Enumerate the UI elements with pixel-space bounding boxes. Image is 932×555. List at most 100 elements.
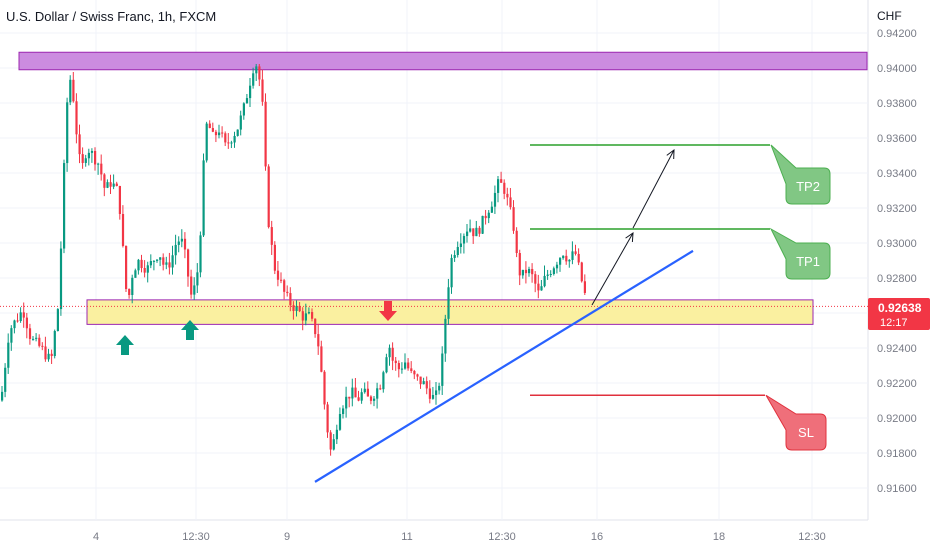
candle-down bbox=[531, 268, 534, 275]
zones bbox=[18, 51, 868, 325]
time-tick-label: 18 bbox=[713, 531, 725, 543]
candle-up bbox=[360, 392, 363, 401]
candle-down bbox=[211, 128, 214, 132]
candle-down bbox=[25, 317, 28, 329]
candle-up bbox=[252, 73, 255, 86]
sell-signal-arrow bbox=[379, 301, 397, 321]
candle-up bbox=[450, 257, 453, 288]
candle-down bbox=[314, 318, 317, 335]
candle-down bbox=[506, 193, 509, 198]
candle-up bbox=[435, 390, 438, 395]
price-axis[interactable]: 0.94200 0.94000 0.93800 0.93600 0.93400 0.932… bbox=[877, 28, 917, 495]
candle-down bbox=[94, 150, 97, 165]
candle-up bbox=[205, 123, 208, 161]
candle-down bbox=[348, 396, 351, 399]
sl-label: SL bbox=[798, 425, 814, 440]
candle-down bbox=[534, 274, 537, 284]
candle-down bbox=[574, 251, 577, 254]
candle-up bbox=[466, 231, 469, 237]
candle-down bbox=[323, 371, 326, 405]
price-tick-label: 0.93600 bbox=[877, 133, 917, 145]
currency-label: CHF bbox=[877, 9, 902, 23]
candle-down bbox=[292, 305, 295, 311]
candle-down bbox=[317, 334, 320, 347]
buy-signal-arrow bbox=[116, 335, 134, 355]
candle-up bbox=[543, 275, 546, 287]
candle-down bbox=[301, 311, 304, 321]
candle-down bbox=[565, 255, 568, 262]
candle-down bbox=[394, 360, 397, 364]
time-tick-label: 11 bbox=[401, 531, 412, 543]
candle-up bbox=[453, 255, 456, 258]
price-tick-label: 0.91600 bbox=[877, 483, 917, 495]
candle-down bbox=[208, 123, 211, 129]
candle-down bbox=[289, 293, 292, 306]
tp1-label: TP1 bbox=[796, 254, 820, 269]
price-tick-label: 0.91800 bbox=[877, 448, 917, 460]
candle-up bbox=[245, 98, 249, 104]
candle-down bbox=[72, 79, 75, 102]
candle-down bbox=[267, 166, 270, 228]
candle-down bbox=[326, 404, 329, 433]
candle-up bbox=[447, 287, 450, 319]
candle-up bbox=[559, 258, 562, 265]
candle-up bbox=[304, 313, 307, 321]
candle-up bbox=[373, 398, 376, 401]
candle-up bbox=[422, 381, 425, 385]
candle-up bbox=[528, 268, 531, 274]
candle-up bbox=[131, 277, 134, 295]
candles bbox=[1, 63, 586, 456]
candle-up bbox=[475, 227, 478, 237]
candle-up bbox=[4, 367, 7, 392]
candle-up bbox=[404, 362, 407, 369]
candle-down bbox=[397, 363, 400, 370]
price-tick-label: 0.92800 bbox=[877, 273, 917, 285]
candle-up bbox=[363, 388, 366, 393]
candle-up bbox=[84, 158, 87, 163]
candle-up bbox=[497, 179, 500, 193]
candle-up bbox=[87, 152, 90, 159]
candle-up bbox=[540, 286, 543, 291]
candle-up bbox=[441, 353, 444, 386]
candle-up bbox=[230, 142, 233, 144]
candle-up bbox=[137, 259, 140, 271]
candle-down bbox=[261, 79, 264, 102]
tp2-callout bbox=[770, 144, 831, 205]
candle-up bbox=[555, 264, 559, 269]
current-price-value: 0.92638 bbox=[878, 301, 922, 315]
candle-up bbox=[351, 387, 354, 399]
tp1-callout bbox=[769, 227, 831, 280]
candle-down bbox=[44, 346, 47, 360]
price-tick-label: 0.92000 bbox=[877, 413, 917, 425]
candle-up bbox=[233, 135, 236, 143]
candle-up bbox=[199, 235, 202, 273]
candle-down bbox=[583, 281, 586, 293]
candle-up bbox=[69, 79, 72, 103]
time-tick-label: 4 bbox=[93, 531, 99, 543]
time-tick-label: 12:30 bbox=[182, 531, 210, 543]
projection-arrow-1 bbox=[591, 232, 634, 306]
candle-down bbox=[187, 249, 190, 277]
symbol-title[interactable]: U.S. Dollar / Swiss Franc, 1h, FXCM bbox=[6, 9, 217, 24]
candle-down bbox=[329, 432, 332, 450]
candle-down bbox=[258, 66, 261, 80]
candle-up bbox=[171, 255, 174, 268]
buy-signal-arrow bbox=[181, 320, 199, 340]
price-tick-label: 0.92200 bbox=[877, 378, 917, 390]
candle-down bbox=[413, 370, 416, 375]
candle-up bbox=[462, 236, 466, 244]
candle-down bbox=[109, 182, 112, 187]
candle-up bbox=[56, 309, 59, 331]
candle-down bbox=[38, 337, 41, 346]
current-price-tag: 0.92638 12:17 bbox=[868, 298, 930, 330]
price-tick-label: 0.93800 bbox=[877, 98, 917, 110]
candle-up bbox=[568, 259, 571, 262]
candle-down bbox=[221, 132, 224, 134]
time-axis[interactable]: 4 12:30 9 11 12:30 16 18 12:30 bbox=[93, 531, 826, 543]
price-tick-label: 0.94000 bbox=[877, 63, 917, 75]
candle-up bbox=[90, 150, 94, 153]
candle-up bbox=[431, 394, 435, 399]
candle-down bbox=[357, 397, 360, 401]
